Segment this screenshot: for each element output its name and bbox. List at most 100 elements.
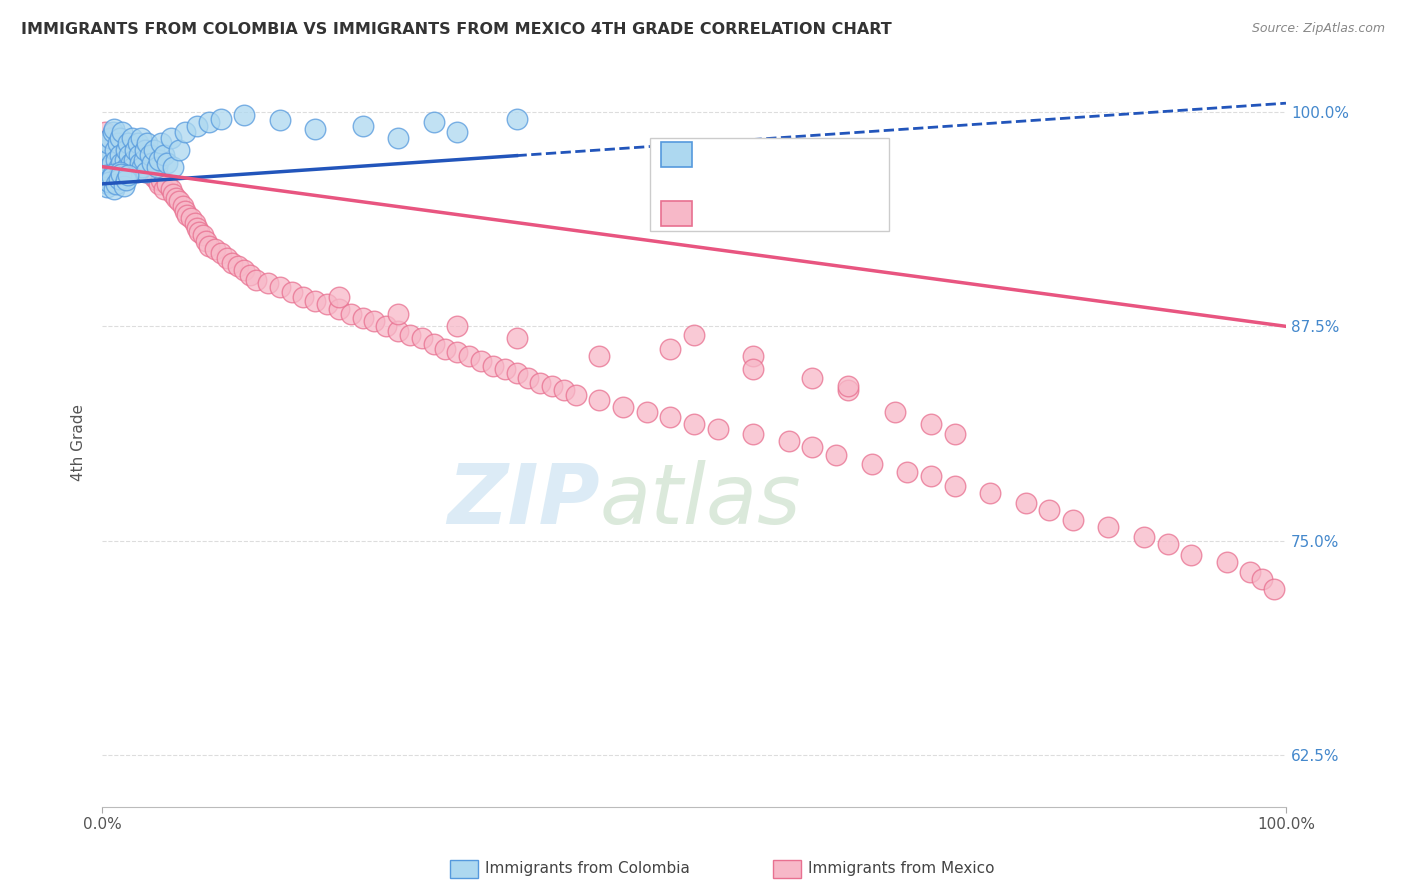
Point — [131, 160, 153, 174]
Point — [920, 417, 942, 432]
Point — [529, 376, 551, 390]
Point — [304, 122, 326, 136]
Point — [470, 353, 492, 368]
Point — [706, 422, 728, 436]
Point — [122, 160, 145, 174]
Text: Immigrants from Colombia: Immigrants from Colombia — [485, 862, 690, 876]
Point — [541, 379, 564, 393]
Point — [920, 468, 942, 483]
Point — [156, 156, 179, 170]
Point — [124, 143, 146, 157]
Point — [742, 427, 765, 442]
Point — [114, 169, 136, 183]
Point — [742, 362, 765, 376]
Point — [141, 165, 163, 179]
Point — [280, 285, 302, 299]
Point — [117, 169, 139, 183]
Point — [111, 156, 134, 170]
Point — [174, 125, 197, 139]
Point — [943, 427, 966, 442]
Point — [98, 160, 121, 174]
Point — [494, 362, 516, 376]
Point — [114, 153, 136, 167]
Point — [100, 130, 122, 145]
Point — [98, 175, 121, 189]
Point — [1014, 496, 1036, 510]
Point — [145, 173, 167, 187]
Point — [352, 310, 374, 325]
Point — [195, 234, 218, 248]
Point — [1180, 548, 1202, 562]
Point — [186, 221, 208, 235]
Point — [115, 143, 138, 157]
Point — [860, 457, 883, 471]
Point — [588, 393, 610, 408]
Point — [165, 191, 187, 205]
Point — [105, 147, 128, 161]
Point — [124, 165, 146, 179]
Point — [152, 182, 174, 196]
Point — [135, 165, 157, 179]
Text: ZIP: ZIP — [447, 460, 599, 541]
Text: Source: ZipAtlas.com: Source: ZipAtlas.com — [1251, 22, 1385, 36]
Point — [1097, 520, 1119, 534]
Point — [107, 160, 129, 174]
Point — [127, 156, 149, 170]
Point — [505, 366, 527, 380]
Point — [96, 153, 118, 167]
Point — [100, 169, 122, 184]
Point — [186, 119, 208, 133]
Point — [188, 225, 211, 239]
Point — [162, 160, 184, 174]
Text: atlas: atlas — [599, 460, 801, 541]
Point — [1251, 572, 1274, 586]
Point — [316, 297, 339, 311]
Point — [94, 169, 117, 183]
Point — [659, 342, 682, 356]
Point — [104, 175, 127, 189]
Point — [778, 434, 800, 449]
Point — [742, 349, 765, 363]
Point — [114, 165, 136, 179]
Point — [172, 199, 194, 213]
Point — [183, 216, 205, 230]
Point — [131, 153, 153, 167]
Y-axis label: 4th Grade: 4th Grade — [72, 404, 86, 481]
Point — [191, 228, 214, 243]
Point — [143, 143, 166, 157]
Point — [97, 177, 120, 191]
Point — [896, 465, 918, 479]
Point — [107, 160, 129, 174]
Point — [112, 178, 135, 193]
Point — [100, 171, 122, 186]
Point — [434, 342, 457, 356]
Point — [352, 119, 374, 133]
Point — [683, 327, 706, 342]
Point — [174, 204, 197, 219]
Point — [156, 177, 179, 191]
Point — [128, 147, 150, 161]
Point — [801, 371, 824, 385]
Point — [104, 143, 127, 157]
Point — [107, 153, 129, 167]
Point — [94, 136, 117, 150]
Point — [233, 108, 256, 122]
Point — [1156, 537, 1178, 551]
Point — [125, 165, 148, 179]
Point — [143, 169, 166, 184]
Point — [387, 325, 409, 339]
Point — [97, 143, 120, 157]
Point — [112, 143, 135, 157]
Point — [129, 156, 152, 170]
Point — [292, 290, 315, 304]
Point — [141, 156, 163, 170]
Point — [100, 156, 122, 170]
Point — [132, 153, 155, 167]
Point — [111, 173, 134, 187]
Point — [110, 147, 132, 161]
Point — [107, 171, 129, 186]
Point — [204, 242, 226, 256]
Point — [101, 153, 124, 167]
Point — [458, 349, 481, 363]
Point — [93, 173, 115, 187]
